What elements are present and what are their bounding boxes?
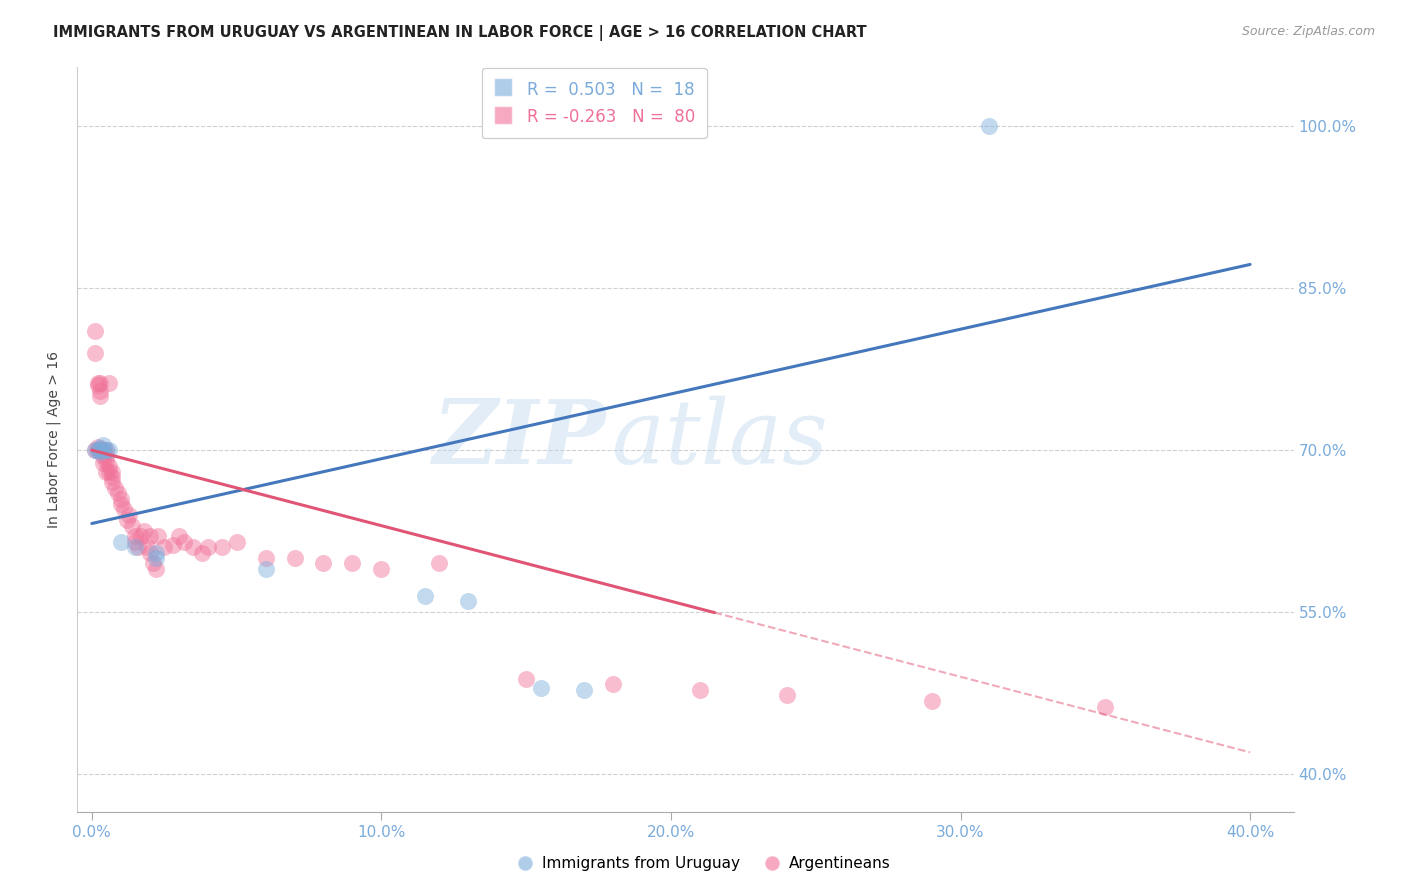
Point <box>98 443 121 458</box>
Point <box>96 443 118 458</box>
Point <box>83 346 105 360</box>
Point <box>89 376 111 391</box>
Point <box>86 443 108 458</box>
Point <box>138 529 160 543</box>
Point <box>110 534 132 549</box>
Point <box>118 508 141 522</box>
Point <box>153 541 176 555</box>
Point <box>342 557 364 571</box>
Point <box>145 551 167 566</box>
Point <box>254 562 277 576</box>
Point <box>1094 700 1116 714</box>
Point <box>370 562 392 576</box>
Point <box>110 497 132 511</box>
Point <box>225 534 247 549</box>
Point <box>457 594 479 608</box>
Point <box>107 486 129 500</box>
Point <box>115 513 138 527</box>
Point <box>121 518 143 533</box>
Point <box>98 376 121 391</box>
Point <box>101 475 124 490</box>
Point <box>89 441 111 455</box>
Legend: Immigrants from Uruguay, Argentineans: Immigrants from Uruguay, Argentineans <box>509 850 897 877</box>
Point <box>86 378 108 392</box>
Text: IMMIGRANTS FROM URUGUAY VS ARGENTINEAN IN LABOR FORCE | AGE > 16 CORRELATION CHA: IMMIGRANTS FROM URUGUAY VS ARGENTINEAN I… <box>53 25 868 41</box>
Point <box>86 376 108 391</box>
Point <box>83 324 105 338</box>
Point <box>83 443 105 458</box>
Point <box>83 443 105 458</box>
Point <box>93 443 115 458</box>
Point <box>96 449 118 463</box>
Point <box>138 546 160 560</box>
Point <box>254 551 277 566</box>
Point <box>93 449 115 463</box>
Point <box>776 688 799 702</box>
Point <box>112 502 135 516</box>
Point <box>124 534 146 549</box>
Point <box>132 524 155 538</box>
Point <box>167 529 190 543</box>
Point <box>602 677 624 691</box>
Point <box>162 538 184 552</box>
Point <box>145 562 167 576</box>
Point <box>979 120 1001 134</box>
Point <box>101 470 124 484</box>
Point <box>142 557 165 571</box>
Point <box>413 589 436 603</box>
Point <box>572 682 595 697</box>
Legend: R =  0.503   N =  18, R = -0.263   N =  80: R = 0.503 N = 18, R = -0.263 N = 80 <box>482 68 707 138</box>
Point <box>93 443 115 458</box>
Point <box>93 456 115 470</box>
Point <box>96 454 118 468</box>
Text: ZIP: ZIP <box>433 396 606 483</box>
Point <box>93 438 115 452</box>
Point <box>530 681 553 695</box>
Point <box>515 672 537 686</box>
Point <box>127 541 149 555</box>
Point <box>98 459 121 474</box>
Y-axis label: In Labor Force | Age > 16: In Labor Force | Age > 16 <box>46 351 60 528</box>
Point <box>689 682 711 697</box>
Point <box>181 541 204 555</box>
Point <box>110 491 132 506</box>
Point <box>135 541 157 555</box>
Point <box>86 440 108 454</box>
Text: atlas: atlas <box>613 396 828 483</box>
Point <box>191 546 214 560</box>
Point <box>312 557 335 571</box>
Point <box>89 445 111 459</box>
Point <box>124 541 146 555</box>
Point <box>173 534 195 549</box>
Point <box>96 465 118 479</box>
Point <box>89 384 111 398</box>
Point <box>148 529 170 543</box>
Point <box>921 693 943 707</box>
Point <box>197 541 219 555</box>
Point <box>427 557 450 571</box>
Point <box>89 443 111 458</box>
Point <box>211 541 233 555</box>
Text: Source: ZipAtlas.com: Source: ZipAtlas.com <box>1241 25 1375 38</box>
Point <box>283 551 305 566</box>
Point <box>98 465 121 479</box>
Point <box>145 546 167 560</box>
Point <box>89 389 111 403</box>
Point <box>101 465 124 479</box>
Point <box>124 529 146 543</box>
Point <box>104 481 127 495</box>
Point <box>86 443 108 458</box>
Point <box>96 443 118 458</box>
Point <box>129 529 152 543</box>
